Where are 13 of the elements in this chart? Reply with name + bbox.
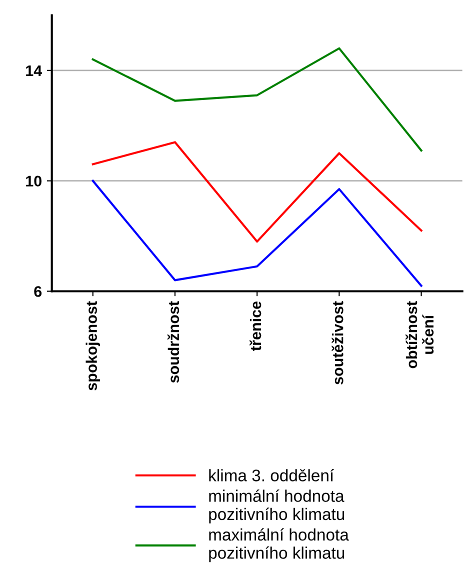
legend-label: maximální hodnota pozitivního klimatu [209,528,349,562]
x-tick-label: obtížnost učení [406,301,434,368]
line-series [92,141,422,243]
x-tick-label: soudržnost [168,301,180,383]
y-tick-label: 10 [26,176,42,187]
line-series [92,47,422,152]
legend-label: klima 3. oddělení [209,468,334,482]
x-tick-label: třenice [250,301,262,351]
line-series [92,180,422,287]
x-tick-label: soutěživost [332,301,344,384]
x-tick-label: spokojenost [86,301,100,390]
y-tick-label: 14 [26,65,42,76]
y-tick-label: 6 [34,286,42,297]
